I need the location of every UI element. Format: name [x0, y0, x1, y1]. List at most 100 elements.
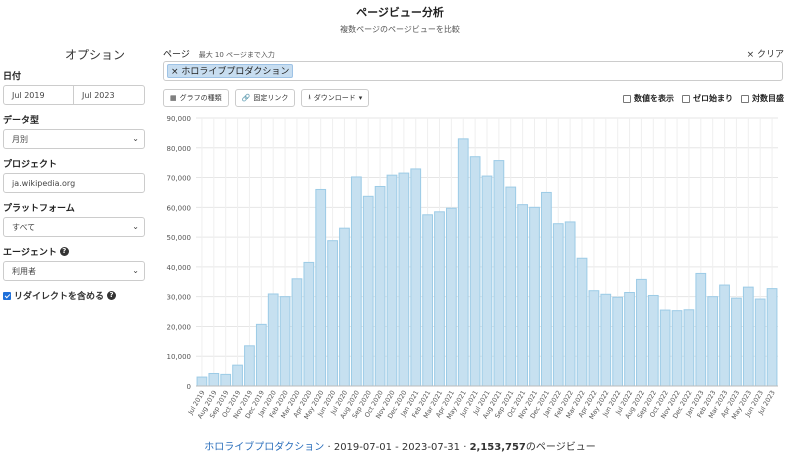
bar	[766, 288, 778, 387]
agent-label-row: エージェント ?	[3, 245, 150, 258]
download-label: ダウンロード	[313, 94, 356, 102]
datatype-label: データ型	[3, 116, 40, 126]
bar	[552, 223, 564, 387]
agent-label: エージェント	[3, 248, 57, 258]
help-icon[interactable]: ?	[59, 247, 69, 256]
chevron-down-icon: ⌄	[132, 222, 139, 231]
bar	[576, 257, 588, 387]
page-tag[interactable]: × ホロライブプロダクション	[167, 64, 294, 78]
permalink-button[interactable]: 🔗 固定リンク	[234, 89, 296, 107]
bar	[374, 185, 386, 387]
page-label: ページ	[163, 50, 190, 60]
begin-zero-checkbox[interactable]	[682, 94, 690, 103]
summary-page-name[interactable]: ホロライブプロダクション	[204, 442, 325, 453]
bar	[434, 211, 445, 387]
bar	[588, 290, 600, 387]
pageviews-bar-chart: 0 10,000 20,000 30,000 40,000 50,000 60,000 70,…	[167, 115, 778, 421]
page-tag-label: ホロライブプロダクション	[181, 67, 290, 77]
bar	[350, 176, 362, 387]
page-title: ページビュー分析	[356, 6, 444, 19]
download-button[interactable]: ⭳ ダウンロード ▾	[301, 89, 370, 107]
platform-label: プラットフォーム	[3, 204, 75, 214]
log-scale-label: 対数目盛	[752, 94, 784, 103]
chart-type-button[interactable]: ▦ グラフの種類	[163, 89, 229, 107]
bar	[386, 174, 398, 387]
bar	[612, 296, 624, 387]
y-tick-label: 0	[187, 383, 191, 391]
y-tick-label: 20,000	[167, 323, 192, 331]
log-scale-option[interactable]: 対数目盛	[741, 93, 784, 104]
bar	[505, 186, 517, 387]
bar	[291, 278, 303, 387]
chart-options: 数値を表示 ゼロ始まり 対数目盛	[623, 93, 784, 104]
page-subtitle: 複数ページのページビューを比較	[340, 25, 460, 34]
bar	[398, 172, 410, 387]
y-tick-label: 40,000	[167, 264, 192, 272]
bar	[493, 160, 505, 387]
agent-select[interactable]: 利用者 ⌄	[3, 261, 145, 281]
page-input-label: ページ 最大 10 ページまで入力	[163, 47, 275, 60]
bar	[754, 298, 766, 387]
datatype-value: 月別	[12, 134, 28, 144]
platform-value: すべて	[12, 222, 36, 232]
chart-type-label: グラフの種類	[179, 94, 222, 102]
y-tick-label: 80,000	[167, 145, 192, 153]
permalink-label: 固定リンク	[253, 94, 289, 102]
bar	[208, 372, 220, 387]
page-header: ページビュー分析 複数ページのページビューを比較	[0, 4, 800, 35]
bar	[279, 296, 291, 387]
page-limit-hint: 最大 10 ページまで入力	[198, 51, 275, 59]
clear-button[interactable]: × クリア	[746, 50, 784, 60]
bar	[469, 156, 481, 387]
bar	[731, 297, 742, 387]
bar	[541, 191, 552, 387]
date-label: 日付	[3, 72, 22, 82]
redirect-label: リダイレクトを含める	[14, 292, 105, 302]
y-tick-label: 10,000	[167, 353, 192, 361]
bar	[481, 175, 493, 387]
help-icon[interactable]: ?	[107, 291, 117, 300]
redirect-option[interactable]: リダイレクトを含める ?	[3, 289, 150, 302]
bar	[600, 293, 612, 387]
page-tag-input[interactable]: × ホロライブプロダクション	[163, 61, 783, 81]
bar	[517, 204, 529, 387]
show-values-checkbox[interactable]	[623, 94, 631, 103]
bar	[742, 286, 754, 387]
project-input[interactable]: ja.wikipedia.org	[3, 173, 145, 193]
summary-total: 2,153,757	[469, 442, 526, 453]
bar	[445, 207, 457, 387]
end-date-input[interactable]: Jul 2023	[74, 85, 145, 105]
bar	[303, 261, 315, 387]
y-tick-label: 30,000	[167, 294, 192, 302]
download-icon: ⭳	[308, 92, 311, 101]
grid-icon: ▦	[170, 94, 177, 102]
bar	[422, 214, 433, 387]
bar	[636, 278, 647, 387]
show-values-option[interactable]: 数値を表示	[623, 93, 674, 104]
bar	[683, 309, 695, 387]
platform-select[interactable]: すべて ⌄	[3, 217, 145, 237]
bar	[362, 195, 374, 387]
bar	[196, 376, 208, 387]
y-tick-label: 70,000	[167, 175, 192, 183]
log-scale-checkbox[interactable]	[741, 94, 749, 103]
start-date-input[interactable]: Jul 2019	[3, 85, 74, 105]
bar	[719, 284, 730, 387]
bar	[659, 309, 671, 387]
bar	[647, 294, 659, 387]
options-title: オプション	[64, 48, 125, 62]
summary-suffix: のページビュー	[525, 442, 596, 453]
date-range: Jul 2019 Jul 2023	[3, 85, 145, 105]
bar	[339, 227, 350, 387]
datatype-select[interactable]: 月別 ⌄	[3, 129, 145, 149]
bar	[410, 168, 422, 387]
chart-summary: ホロライブプロダクション · 2019-07-01 - 2023-07-31 ·…	[0, 438, 800, 453]
bar	[671, 310, 683, 387]
link-icon: 🔗	[241, 94, 251, 102]
bar	[232, 364, 243, 387]
bar	[529, 206, 540, 387]
bar	[315, 188, 327, 387]
begin-zero-option[interactable]: ゼロ始まり	[682, 93, 733, 104]
chart-toolbar: ▦ グラフの種類 🔗 固定リンク ⭳ ダウンロード ▾	[163, 89, 370, 107]
redirect-checkbox[interactable]	[3, 291, 11, 300]
